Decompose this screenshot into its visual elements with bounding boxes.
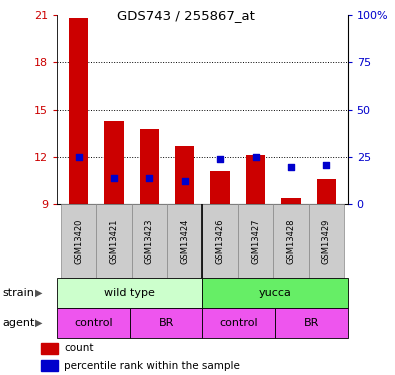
Bar xyxy=(203,308,275,338)
Text: ▶: ▶ xyxy=(35,318,42,327)
Text: yucca: yucca xyxy=(259,288,292,297)
Bar xyxy=(238,204,273,278)
Bar xyxy=(246,156,265,204)
Bar xyxy=(203,278,348,308)
Text: ▶: ▶ xyxy=(35,288,42,297)
Text: control: control xyxy=(74,318,113,327)
Bar xyxy=(281,198,301,204)
Text: GSM13427: GSM13427 xyxy=(251,218,260,264)
Bar xyxy=(41,343,58,354)
Text: wild type: wild type xyxy=(104,288,155,297)
Bar xyxy=(69,18,88,204)
Bar xyxy=(104,121,124,204)
Point xyxy=(111,174,117,180)
Text: GDS743 / 255867_at: GDS743 / 255867_at xyxy=(117,9,255,22)
Bar xyxy=(61,204,96,278)
Point xyxy=(146,174,152,180)
Text: strain: strain xyxy=(2,288,34,297)
Bar xyxy=(57,308,130,338)
Bar xyxy=(175,146,194,204)
Text: agent: agent xyxy=(2,318,34,327)
Point xyxy=(288,164,294,170)
Point xyxy=(217,156,223,162)
Point xyxy=(75,154,82,160)
Bar xyxy=(211,171,230,204)
Text: BR: BR xyxy=(158,318,174,327)
Text: GSM13421: GSM13421 xyxy=(109,218,118,264)
Bar xyxy=(317,179,336,204)
Bar xyxy=(130,308,203,338)
Point xyxy=(323,162,329,168)
Text: BR: BR xyxy=(304,318,319,327)
Text: count: count xyxy=(64,343,93,353)
Bar xyxy=(96,204,132,278)
Text: GSM13424: GSM13424 xyxy=(180,218,189,264)
Text: GSM13426: GSM13426 xyxy=(216,218,225,264)
Text: GSM13429: GSM13429 xyxy=(322,218,331,264)
Bar xyxy=(273,204,308,278)
Text: GSM13423: GSM13423 xyxy=(145,218,154,264)
Text: percentile rank within the sample: percentile rank within the sample xyxy=(64,361,240,371)
Text: GSM13428: GSM13428 xyxy=(286,218,295,264)
Bar xyxy=(167,204,203,278)
Text: GSM13420: GSM13420 xyxy=(74,218,83,264)
Bar xyxy=(203,204,238,278)
Bar xyxy=(139,129,159,204)
Text: control: control xyxy=(219,318,258,327)
Bar xyxy=(308,204,344,278)
Bar xyxy=(41,360,58,371)
Point xyxy=(252,154,259,160)
Bar xyxy=(275,308,348,338)
Bar xyxy=(57,278,203,308)
Point xyxy=(182,178,188,184)
Bar xyxy=(132,204,167,278)
